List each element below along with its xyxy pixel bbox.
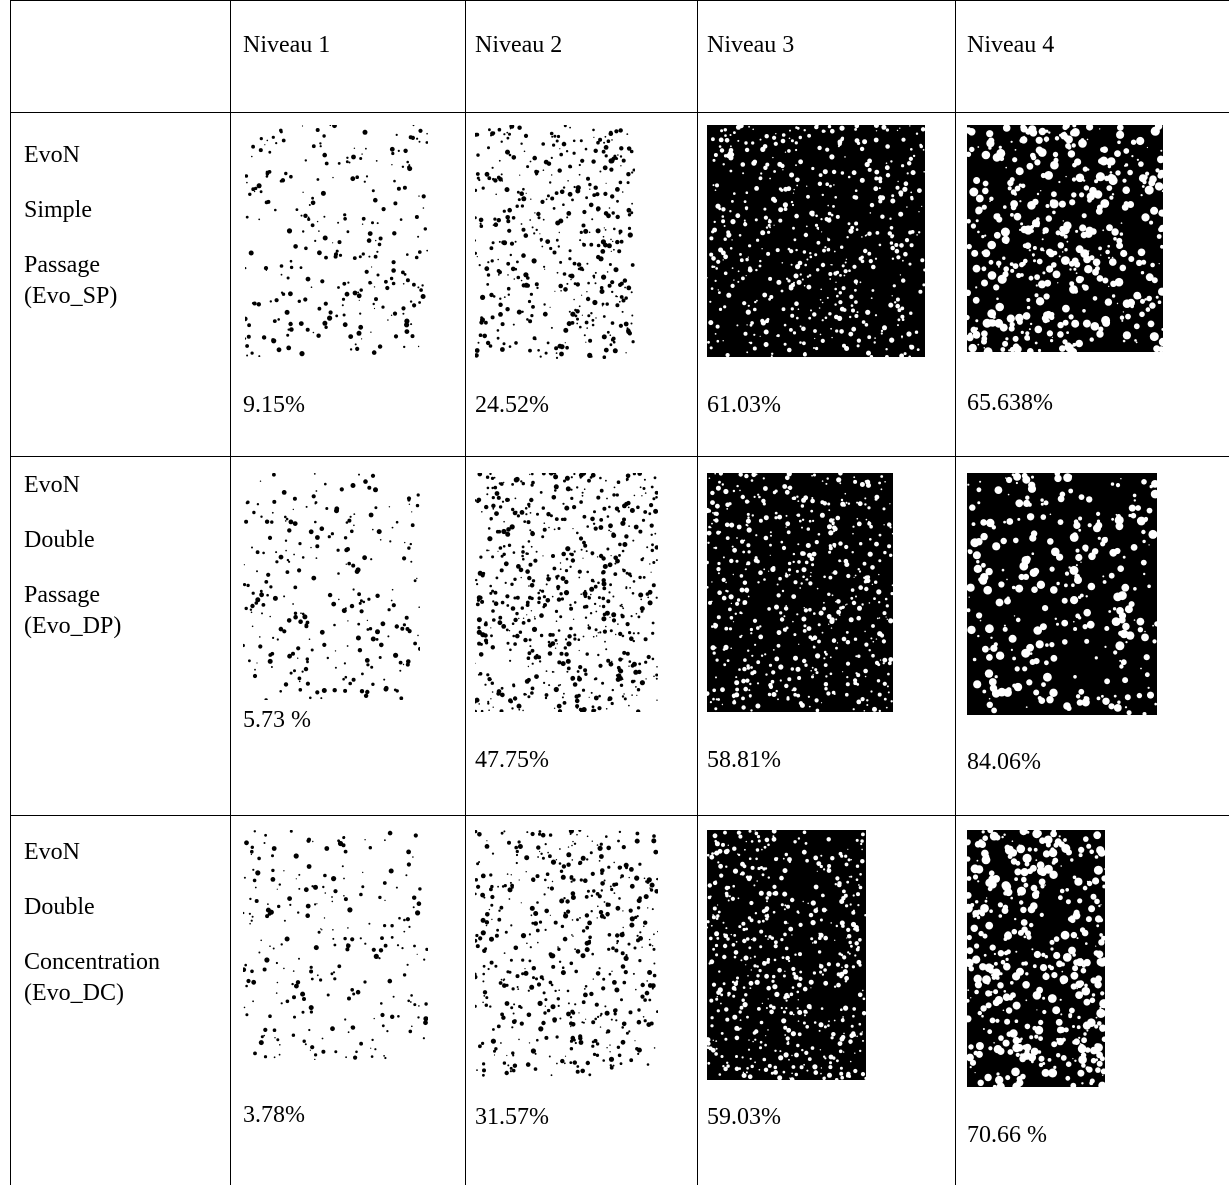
percentage: 31.57%	[475, 1104, 549, 1130]
percentage: 61.03%	[707, 392, 781, 418]
percentage: 47.75%	[475, 747, 549, 773]
header-cell: Niveau 3	[707, 32, 795, 58]
texture-image	[245, 125, 428, 357]
texture-image	[967, 830, 1105, 1087]
row-label: Double	[24, 894, 95, 920]
row-line	[10, 112, 1229, 113]
percentage: 59.03%	[707, 1104, 781, 1130]
percentage: 58.81%	[707, 747, 781, 773]
texture-image	[475, 473, 658, 712]
percentage: 65.638%	[967, 390, 1053, 416]
percentage: 24.52%	[475, 392, 549, 418]
column-line	[465, 0, 466, 1185]
row-label: Double	[24, 527, 95, 553]
texture-image	[475, 830, 658, 1077]
texture-image	[967, 473, 1157, 715]
texture-image	[707, 830, 866, 1080]
row-label: (Evo_DC)	[24, 980, 124, 1006]
row-label: Simple	[24, 197, 93, 223]
percentage: 84.06%	[967, 749, 1041, 775]
texture-image	[243, 830, 428, 1060]
column-line	[955, 0, 956, 1185]
header-cell: Niveau 4	[967, 32, 1055, 58]
texture-image	[707, 473, 893, 712]
row-line	[10, 456, 1229, 457]
column-line	[230, 0, 231, 1185]
texture-image	[243, 473, 420, 700]
row-label: (Evo_DP)	[24, 613, 122, 639]
percentage: 9.15%	[243, 392, 305, 418]
row-label: (Evo_SP)	[24, 283, 118, 309]
header-cell: Niveau 2	[475, 32, 563, 58]
row-label: EvoN	[24, 839, 80, 865]
row-label: EvoN	[24, 472, 80, 498]
header-cell: Niveau 1	[243, 32, 331, 58]
row-label: Passage	[24, 252, 100, 278]
row-line	[10, 815, 1229, 816]
texture-image	[707, 125, 925, 357]
row-line	[10, 0, 1229, 1]
column-line	[10, 0, 11, 1185]
row-label: EvoN	[24, 142, 80, 168]
percentage: 3.78%	[243, 1102, 305, 1128]
texture-image	[967, 125, 1163, 352]
row-label: Concentration	[24, 949, 160, 975]
column-line	[697, 0, 698, 1185]
row-label: Passage	[24, 582, 100, 608]
percentage: 5.73 %	[243, 707, 311, 733]
percentage: 70.66 %	[967, 1122, 1047, 1148]
texture-image	[475, 125, 635, 360]
